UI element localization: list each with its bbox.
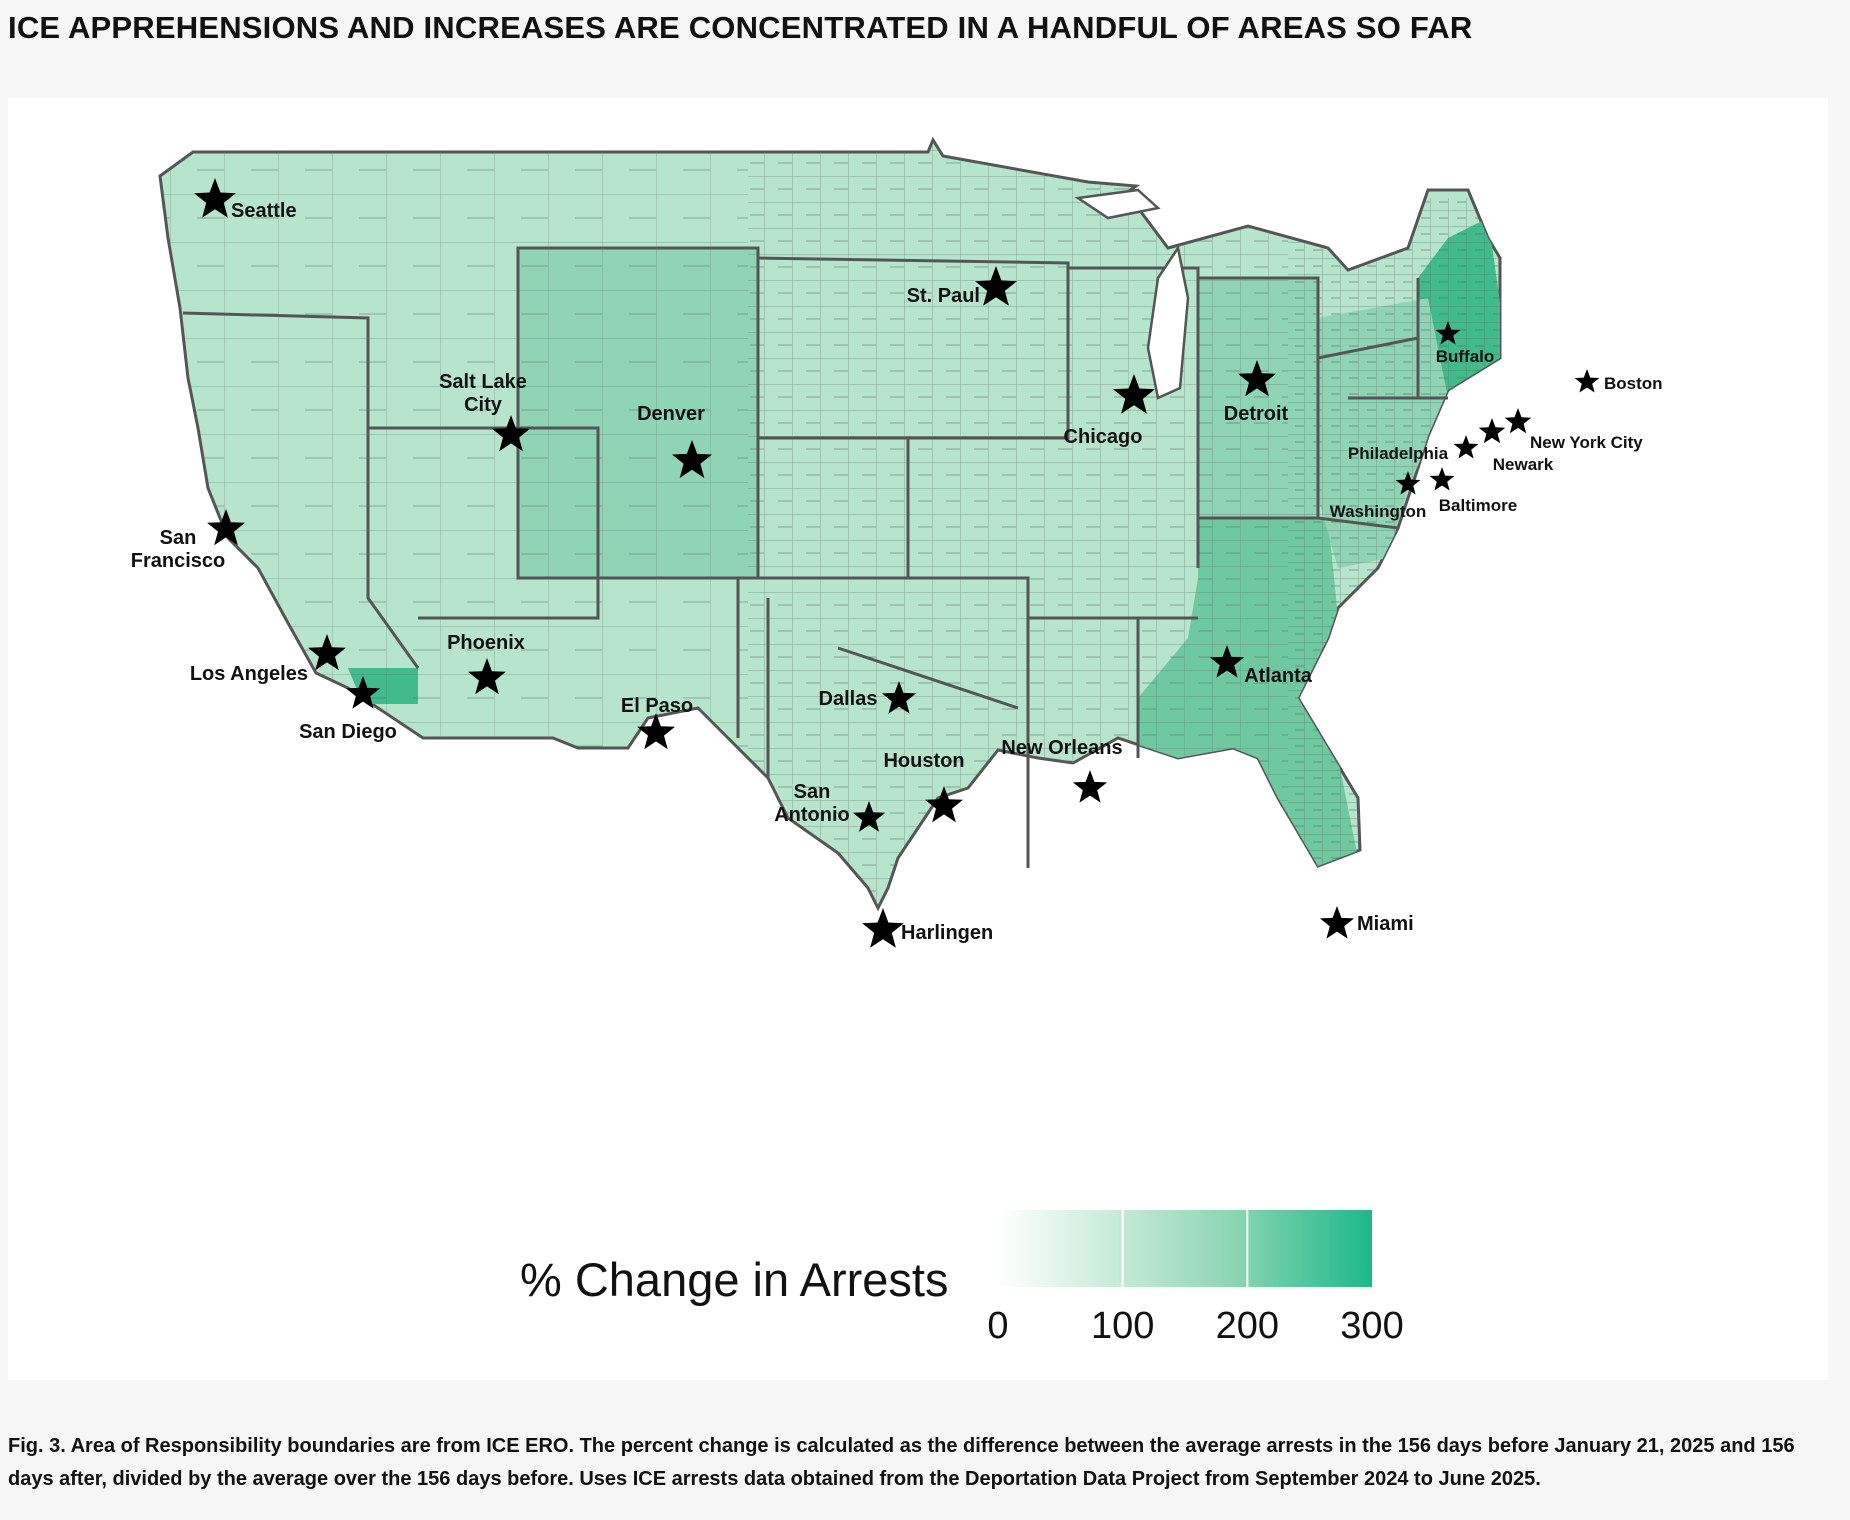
great-lakes xyxy=(1074,188,1190,400)
star-icon xyxy=(1395,471,1421,495)
city-detroit: Detroit xyxy=(1224,360,1289,425)
city-label: San Antonio xyxy=(774,781,850,826)
star-icon xyxy=(1574,369,1600,393)
city-miami: Miami xyxy=(1319,906,1414,939)
star-icon xyxy=(207,509,245,546)
city-label: Detroit xyxy=(1224,403,1289,425)
city-label: Boston xyxy=(1604,374,1663,393)
star-icon xyxy=(1209,645,1245,678)
city-label: New York City xyxy=(1530,433,1643,452)
city-label: Buffalo xyxy=(1436,347,1495,366)
city-el-paso: El Paso xyxy=(621,695,693,750)
figure-caption: Fig. 3. Area of Responsibility boundarie… xyxy=(8,1435,1795,1490)
star-icon xyxy=(1478,418,1506,444)
city-atlanta: Atlanta xyxy=(1209,645,1313,687)
city-washington: Washington xyxy=(1330,471,1427,521)
city-label: Harlingen xyxy=(901,922,993,944)
map-figure: Seattle St. Paul Salt Lake City Denver Chicag… xyxy=(8,98,1828,1380)
city-label: Los Angeles xyxy=(190,663,308,685)
star-icon xyxy=(862,908,904,948)
star-icon xyxy=(1504,408,1532,434)
city-new-orleans: New Orleans xyxy=(1001,737,1123,803)
star-icon xyxy=(1453,435,1479,459)
city-houston: Houston xyxy=(883,750,965,823)
city-new-york-city: New York City xyxy=(1504,408,1643,452)
city-san-diego: San Diego xyxy=(299,676,397,743)
city-label: San Diego xyxy=(299,721,397,743)
city-chicago: Chicago xyxy=(1064,374,1155,448)
city-seattle: Seattle xyxy=(194,178,297,222)
legend: % Change in Arrests 0 100 200 300 xyxy=(520,1210,1404,1347)
star-icon xyxy=(672,440,712,478)
aor-boundaries xyxy=(182,246,1448,868)
city-label: Baltimore xyxy=(1439,496,1517,515)
star-icon xyxy=(492,415,530,452)
star-icon xyxy=(194,178,236,218)
city-denver: Denver xyxy=(637,403,712,478)
legend-title: % Change in Arrests xyxy=(520,1253,948,1306)
legend-tick-label: 300 xyxy=(1340,1305,1403,1347)
star-icon xyxy=(925,786,963,823)
legend-tick-label: 100 xyxy=(1091,1305,1154,1347)
city-philadelphia: Philadelphia xyxy=(1348,418,1506,463)
city-boston: Boston xyxy=(1574,369,1663,393)
city-st-paul: St. Paul xyxy=(907,266,1017,307)
city-san-antonio: San Antonio xyxy=(774,781,886,832)
city-label: Washington xyxy=(1330,502,1427,521)
city-salt-lake-city: Salt Lake City xyxy=(439,371,530,452)
city-los-angeles: Los Angeles xyxy=(190,634,346,685)
city-label: Salt Lake City xyxy=(439,371,527,416)
city-san-francisco: San Francisco xyxy=(131,509,245,572)
star-icon xyxy=(345,676,381,709)
city-label: New Orleans xyxy=(1001,737,1122,759)
star-icon xyxy=(881,681,917,714)
legend-tick-label: 200 xyxy=(1216,1305,1279,1347)
star-icon xyxy=(468,658,506,695)
legend-tick-label: 0 xyxy=(987,1305,1008,1347)
legend-ticks: 0 100 200 300 xyxy=(987,1210,1404,1347)
city-label: Atlanta xyxy=(1244,665,1313,687)
us-aor-map: Seattle St. Paul Salt Lake City Denver Chicag… xyxy=(131,136,1663,1347)
city-label: Chicago xyxy=(1064,426,1143,448)
star-icon xyxy=(637,713,675,750)
city-label: Denver xyxy=(637,403,705,425)
city-label: Phoenix xyxy=(447,632,525,654)
star-icon xyxy=(308,634,346,671)
star-icon xyxy=(975,266,1017,306)
city-buffalo: Buffalo xyxy=(1435,321,1495,366)
city-label: Philadelphia xyxy=(1348,444,1449,463)
star-icon xyxy=(1319,906,1355,939)
city-label: El Paso xyxy=(621,695,693,717)
city-newark: Newark xyxy=(1453,435,1554,474)
star-icon xyxy=(1072,770,1108,803)
city-harlingen: Harlingen xyxy=(862,908,993,948)
city-baltimore: Baltimore xyxy=(1429,467,1517,515)
star-icon xyxy=(1113,374,1155,414)
city-label: Dallas xyxy=(819,688,878,710)
star-icon xyxy=(1429,467,1455,491)
city-label: Newark xyxy=(1493,455,1554,474)
star-icon xyxy=(1238,360,1276,397)
legend-color-bar xyxy=(998,1210,1372,1287)
city-dallas: Dallas xyxy=(819,681,917,714)
headline: ICE APPREHENSIONS AND INCREASES ARE CONC… xyxy=(8,10,1473,45)
city-label: Miami xyxy=(1357,913,1414,935)
city-label: Houston xyxy=(883,750,964,772)
star-icon xyxy=(1435,321,1461,345)
city-label: San Francisco xyxy=(131,527,225,572)
city-markers: Seattle St. Paul Salt Lake City Denver Chicag… xyxy=(131,178,1663,948)
city-label: Seattle xyxy=(231,200,297,222)
city-label: St. Paul xyxy=(907,285,980,307)
city-phoenix: Phoenix xyxy=(447,632,525,695)
star-icon xyxy=(852,801,886,832)
